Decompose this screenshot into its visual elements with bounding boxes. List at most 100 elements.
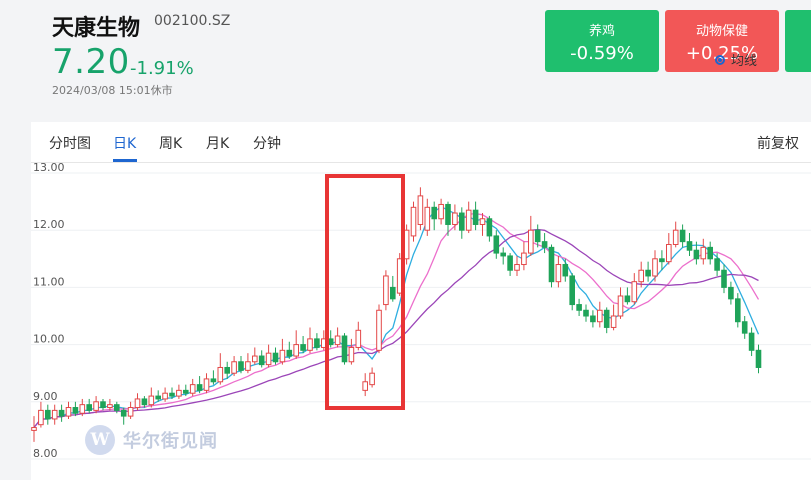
candle-body[interactable] <box>245 361 251 371</box>
candle-body[interactable] <box>610 315 617 328</box>
candle-body[interactable] <box>100 401 106 409</box>
candle-body[interactable] <box>252 355 258 363</box>
candle-body[interactable] <box>224 366 230 374</box>
candle-body[interactable] <box>79 404 86 414</box>
candle-body[interactable] <box>686 241 693 251</box>
candle-body[interactable] <box>155 395 161 400</box>
candle-body[interactable] <box>638 269 645 283</box>
candle-body[interactable] <box>548 246 555 283</box>
candle-body[interactable] <box>210 378 217 383</box>
candle-body[interactable] <box>707 246 714 260</box>
candle-body[interactable] <box>700 246 707 260</box>
candle-body[interactable] <box>169 392 175 397</box>
tab-monthly-k[interactable]: 月K <box>206 136 230 152</box>
candle-body[interactable] <box>369 372 375 386</box>
candle-body[interactable] <box>528 229 534 254</box>
candle-body[interactable] <box>562 264 569 277</box>
candle-body[interactable] <box>472 209 479 225</box>
candle-body[interactable] <box>521 252 527 266</box>
candle-body[interactable] <box>597 309 603 323</box>
candle-body[interactable] <box>721 269 727 288</box>
candle-body[interactable] <box>300 344 306 351</box>
candle-body[interactable] <box>645 269 651 277</box>
candle-body[interactable] <box>659 258 665 263</box>
candle-body[interactable] <box>735 298 741 323</box>
candle-body[interactable] <box>362 381 368 391</box>
candle-body[interactable] <box>286 349 293 357</box>
candle-body[interactable] <box>424 206 431 231</box>
candle-body[interactable] <box>459 212 465 231</box>
candle-body[interactable] <box>45 409 51 420</box>
candle-body[interactable] <box>258 355 265 366</box>
candle-body[interactable] <box>272 352 279 363</box>
candle-body[interactable] <box>203 378 210 391</box>
candle-body[interactable] <box>65 407 72 417</box>
candle-body[interactable] <box>341 335 348 363</box>
candle-body[interactable] <box>555 264 562 283</box>
candle-body[interactable] <box>741 321 748 334</box>
candle-body[interactable] <box>141 398 148 406</box>
candle-body[interactable] <box>390 286 396 300</box>
candle-body[interactable] <box>465 209 472 231</box>
candle-body[interactable] <box>376 309 382 351</box>
ma-legend[interactable]: 均线 <box>715 50 757 69</box>
candle-body[interactable] <box>217 366 224 383</box>
candle-body[interactable] <box>534 229 541 243</box>
candle-body[interactable] <box>348 346 355 363</box>
candle-body[interactable] <box>410 206 417 237</box>
candle-body[interactable] <box>176 389 182 397</box>
candle-body[interactable] <box>714 258 720 271</box>
candle-body[interactable] <box>755 349 762 368</box>
candle-body[interactable] <box>327 338 334 346</box>
candle-body[interactable] <box>355 329 362 348</box>
candle-body[interactable] <box>114 404 120 411</box>
tab-minute[interactable]: 分钟 <box>253 136 281 152</box>
sector-tile-chicken[interactable]: 养鸡 -0.59% <box>545 10 659 72</box>
candle-body[interactable] <box>93 401 99 411</box>
candle-body[interactable] <box>334 335 341 346</box>
candle-body[interactable] <box>307 338 313 351</box>
candle-body[interactable] <box>631 281 638 303</box>
candle-body[interactable] <box>617 295 624 317</box>
candle-body[interactable] <box>486 218 493 237</box>
candle-body[interactable] <box>748 332 755 351</box>
candle-body[interactable] <box>431 206 437 220</box>
candle-body[interactable] <box>148 395 155 406</box>
tab-weekly-k[interactable]: 周K <box>159 136 183 152</box>
candle-body[interactable] <box>500 252 506 257</box>
sector-tile-animal-health[interactable]: 动物保健 +0.25% <box>665 10 779 72</box>
candle-body[interactable] <box>417 195 424 225</box>
candle-body[interactable] <box>666 244 672 263</box>
candle-body[interactable] <box>583 309 589 317</box>
candle-body[interactable] <box>383 275 389 306</box>
candle-body[interactable] <box>162 392 168 400</box>
candle-body[interactable] <box>679 229 686 243</box>
candle-body[interactable] <box>652 258 658 277</box>
candle-body[interactable] <box>51 409 58 420</box>
tab-intraday[interactable]: 分时图 <box>49 136 91 152</box>
candle-body[interactable] <box>452 212 458 225</box>
candle-body[interactable] <box>693 249 700 260</box>
candle-body[interactable] <box>265 352 272 366</box>
candle-body[interactable] <box>107 404 113 409</box>
candle-body[interactable] <box>445 203 451 225</box>
candle-body[interactable] <box>238 361 244 371</box>
candle-body[interactable] <box>293 344 299 357</box>
candle-body[interactable] <box>314 338 320 348</box>
candle-body[interactable] <box>196 384 203 391</box>
tab-daily-k[interactable]: 日K <box>113 136 137 152</box>
candle-body[interactable] <box>507 255 513 271</box>
candle-body[interactable] <box>576 304 582 311</box>
candle-body[interactable] <box>479 218 486 225</box>
candle-body[interactable] <box>120 409 127 417</box>
candle-body[interactable] <box>590 315 596 323</box>
radio-selected-icon[interactable] <box>715 54 725 65</box>
candle-body[interactable] <box>31 427 37 431</box>
candle-body[interactable] <box>58 409 65 417</box>
candle-body[interactable] <box>189 384 196 394</box>
price-adjust-toggle[interactable]: 前复权 <box>757 136 799 152</box>
candle-body[interactable] <box>569 275 576 306</box>
candle-body[interactable] <box>134 398 141 409</box>
candle-body[interactable] <box>72 407 79 414</box>
candle-body[interactable] <box>672 229 679 245</box>
